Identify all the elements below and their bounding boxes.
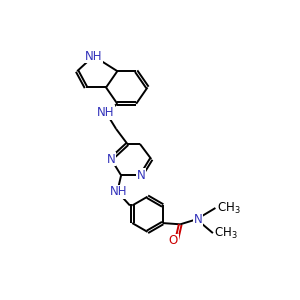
- Text: O: O: [169, 234, 178, 247]
- Text: N: N: [107, 152, 116, 166]
- Text: N: N: [194, 213, 202, 226]
- Text: NH: NH: [97, 106, 115, 119]
- Text: NH: NH: [110, 185, 127, 198]
- Text: NH: NH: [85, 50, 102, 63]
- Text: CH$_3$: CH$_3$: [214, 226, 238, 241]
- Text: N: N: [137, 169, 146, 182]
- Text: CH$_3$: CH$_3$: [217, 200, 240, 215]
